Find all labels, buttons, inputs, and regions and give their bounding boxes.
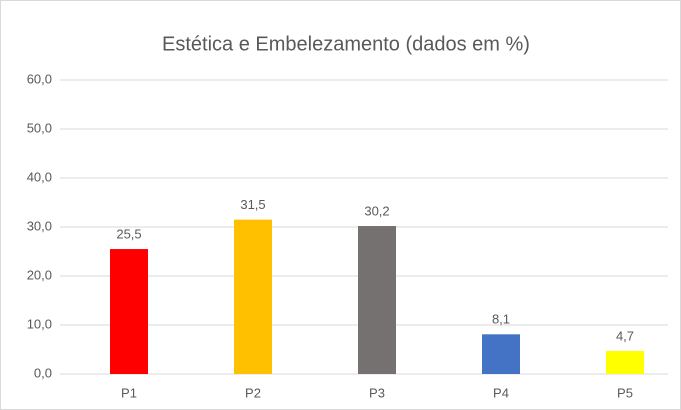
y-tick-label: 40,0	[27, 169, 52, 184]
bar	[606, 350, 644, 374]
y-tick-label: 60,0	[27, 71, 52, 86]
x-tick-label: P5	[617, 385, 633, 400]
data-label: 30,2	[364, 203, 389, 218]
data-label: 8,1	[492, 312, 510, 327]
x-tick-label: P2	[245, 385, 261, 400]
y-tick-label: 50,0	[27, 120, 52, 135]
y-tick-label: 20,0	[27, 267, 52, 282]
y-tick-label: 30,0	[27, 218, 52, 233]
bar	[482, 334, 520, 374]
data-label: 25,5	[116, 226, 141, 241]
x-tick-label: P1	[121, 385, 137, 400]
x-tick-label: P3	[369, 385, 385, 400]
chart-title: Estética e Embelezamento (dados em %)	[162, 33, 530, 55]
y-tick-label: 0,0	[34, 365, 52, 380]
bar	[358, 226, 396, 374]
data-label: 31,5	[240, 197, 265, 212]
bar	[110, 249, 148, 374]
bar	[234, 219, 272, 374]
data-label: 4,7	[616, 328, 634, 343]
x-tick-label: P4	[493, 385, 509, 400]
y-tick-label: 10,0	[27, 316, 52, 331]
